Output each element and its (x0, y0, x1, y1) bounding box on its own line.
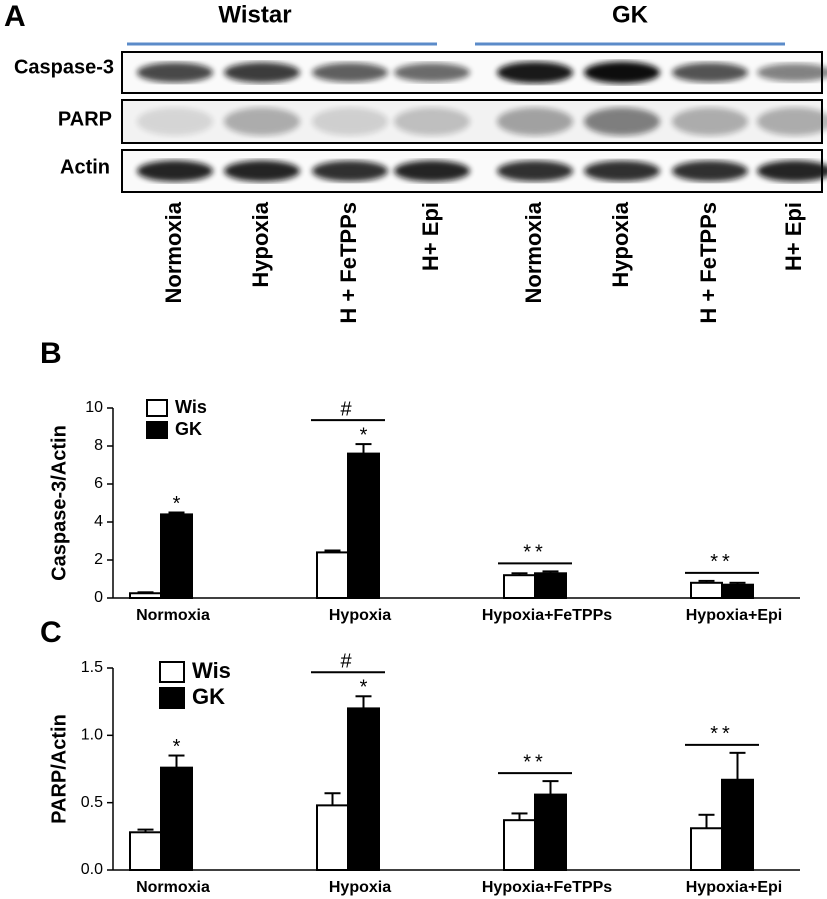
annotation: * (173, 493, 181, 515)
band (224, 160, 300, 182)
y-tick-label: 4 (94, 513, 103, 530)
bar (690, 581, 723, 599)
panel-label: A (4, 0, 26, 33)
x-tick-label: Hypoxia+Epi (686, 879, 782, 896)
annotation: ** (710, 551, 734, 573)
y-tick-label: 1.0 (81, 727, 103, 744)
bar (160, 766, 193, 871)
legend-swatch (146, 399, 168, 417)
legend-label: GK (175, 419, 202, 439)
bar (721, 778, 754, 871)
band (137, 107, 213, 136)
band (312, 62, 388, 83)
legend-label: Wis (192, 658, 231, 683)
y-tick-label: 6 (94, 475, 103, 492)
band (672, 62, 748, 83)
x-tick-label: Hypoxia+FeTPPs (482, 879, 612, 896)
y-tick-label: 1.5 (81, 659, 103, 676)
x-tick-label: Normoxia (136, 879, 210, 896)
band (394, 160, 470, 182)
group-label: Wistar (218, 1, 291, 28)
band (584, 61, 660, 84)
lane-label: H+ Epi (781, 202, 806, 271)
band (672, 107, 748, 136)
band (584, 107, 660, 136)
y-tick-label: 0 (94, 589, 103, 606)
band (137, 62, 213, 83)
lane-label: Hypoxia (248, 201, 273, 287)
band (312, 107, 388, 136)
lane-label: Normoxia (161, 201, 186, 303)
legend-swatch (159, 661, 185, 683)
annotation: ** (523, 751, 547, 773)
y-axis-label: PARP/Actin (48, 714, 70, 824)
band (672, 160, 748, 182)
annotation: # (340, 651, 355, 673)
bar (347, 707, 380, 872)
bar (160, 513, 193, 600)
annotation: ** (523, 542, 547, 564)
x-tick-label: Normoxia (136, 607, 210, 624)
legend-label: GK (192, 684, 225, 709)
lane-label: H+ Epi (418, 202, 443, 271)
row-label: Caspase-3 (14, 56, 114, 78)
bar (534, 572, 567, 599)
lane-label: Hypoxia (608, 201, 633, 287)
band (137, 160, 213, 182)
y-tick-label: 2 (94, 551, 103, 568)
lane-label: H + FeTPPs (696, 202, 721, 324)
band (497, 107, 573, 136)
bar (503, 574, 536, 600)
bar (316, 804, 349, 871)
band (394, 63, 470, 82)
bar (129, 831, 162, 871)
panel-label: C (40, 616, 62, 649)
bar (316, 551, 349, 600)
band (394, 107, 470, 136)
bar (503, 819, 536, 872)
band (757, 63, 827, 82)
lane-label: Normoxia (521, 201, 546, 303)
bar (690, 827, 723, 872)
bar (534, 793, 567, 871)
y-tick-label: 8 (94, 437, 103, 454)
band (224, 62, 300, 83)
legend-swatch (159, 687, 185, 709)
y-tick-label: 0.5 (81, 794, 103, 811)
legend-label: Wis (175, 397, 207, 417)
annotation: # (340, 398, 355, 420)
annotation: * (360, 424, 368, 446)
y-tick-label: 0.0 (81, 861, 103, 878)
band (584, 160, 660, 182)
y-axis-label: Caspase-3/Actin (48, 425, 70, 581)
x-tick-label: Hypoxia (329, 879, 391, 896)
annotation: ** (710, 723, 734, 745)
annotation: * (173, 736, 181, 758)
band (497, 61, 573, 84)
bar (129, 592, 162, 599)
bar (347, 452, 380, 599)
y-tick-label: 10 (85, 399, 103, 416)
bar (721, 583, 754, 600)
band (757, 107, 827, 136)
legend-swatch (146, 421, 168, 439)
band (312, 160, 388, 182)
x-tick-label: Hypoxia+FeTPPs (482, 607, 612, 624)
lane-label: H + FeTPPs (336, 202, 361, 324)
group-label: GK (612, 1, 649, 28)
x-tick-label: Hypoxia+Epi (686, 607, 782, 624)
band (497, 160, 573, 182)
panel-label: B (40, 337, 62, 370)
band (757, 160, 827, 182)
x-tick-label: Hypoxia (329, 607, 391, 624)
row-label: PARP (58, 108, 112, 130)
annotation: * (360, 677, 368, 699)
row-label: Actin (60, 156, 110, 178)
band (224, 107, 300, 136)
